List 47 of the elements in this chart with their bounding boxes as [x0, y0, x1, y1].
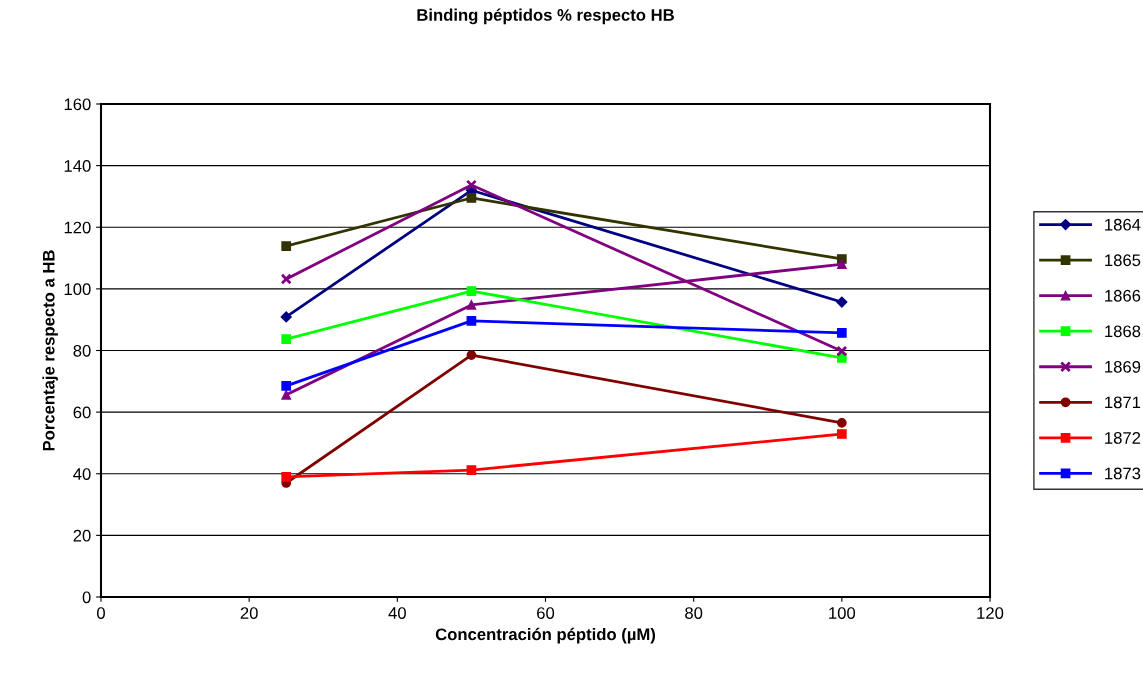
- point: [836, 418, 847, 428]
- x-tick-label: 80: [685, 607, 703, 619]
- x-tick-label: 0: [97, 607, 105, 619]
- legend-label: 1868: [1105, 325, 1141, 338]
- y-tick-label: 120: [64, 221, 91, 234]
- y-tick-label: 0: [82, 591, 91, 604]
- point: [281, 471, 292, 482]
- point: [281, 334, 292, 344]
- point: [836, 429, 847, 439]
- y-tick-label: 160: [64, 98, 91, 111]
- point: [836, 259, 847, 270]
- legend-label: 1866: [1105, 289, 1141, 302]
- y-tick-label: 20: [73, 529, 91, 542]
- point: [466, 465, 477, 475]
- point: [466, 286, 477, 296]
- legend-label: 1864: [1105, 218, 1141, 231]
- x-tick-label: 60: [537, 607, 555, 619]
- point: [836, 296, 848, 308]
- point: [466, 316, 477, 326]
- x-tick-label: 40: [388, 607, 406, 619]
- y-axis-title: Porcentaje respecto a HB: [42, 250, 58, 451]
- x-tick-label: 120: [977, 607, 1004, 619]
- point: [466, 300, 477, 310]
- point: [281, 390, 292, 400]
- y-tick-label: 100: [64, 283, 91, 296]
- y-tick-label: 60: [73, 406, 91, 419]
- point: [281, 381, 292, 391]
- y-tick-label: 80: [73, 344, 91, 357]
- point: [466, 350, 477, 360]
- point: [280, 311, 292, 323]
- x-tick-label: 100: [829, 607, 856, 619]
- y-tick-label: 140: [64, 160, 91, 172]
- legend-label: 1871: [1105, 396, 1141, 409]
- y-tick-label: 40: [73, 468, 91, 480]
- point: [836, 328, 847, 338]
- legend-label: 1865: [1105, 254, 1141, 267]
- point: [836, 345, 848, 357]
- x-axis-title: Concentración péptido (µM): [435, 627, 656, 644]
- point: [465, 179, 477, 191]
- x-tick-label: 20: [240, 607, 258, 619]
- point: [280, 273, 292, 285]
- legend-label: 1873: [1105, 467, 1141, 480]
- legend-label: 1872: [1105, 432, 1141, 444]
- chart-title: Binding péptidos % respecto HB: [417, 8, 674, 25]
- point: [466, 193, 477, 203]
- legend-label: 1869: [1105, 360, 1141, 373]
- point: [281, 241, 292, 251]
